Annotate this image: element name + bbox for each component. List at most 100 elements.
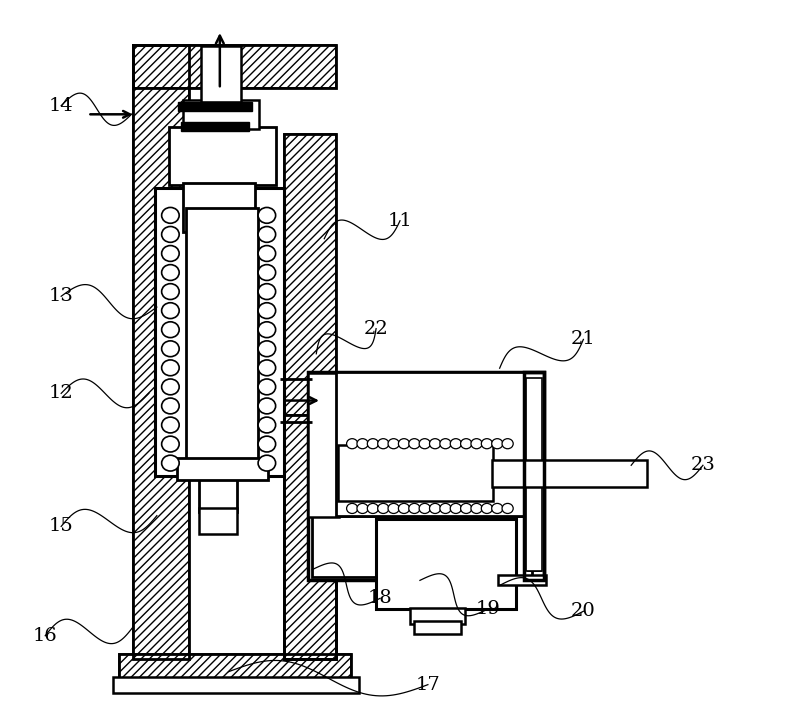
Circle shape (440, 503, 451, 513)
Bar (201, 46, 241, 102)
Bar (376, 519, 515, 609)
Text: 14: 14 (49, 97, 74, 115)
Bar (309, 374, 338, 516)
Bar (178, 102, 252, 110)
Bar (312, 516, 531, 577)
Circle shape (162, 360, 179, 375)
Circle shape (388, 439, 399, 449)
Circle shape (162, 455, 179, 471)
Circle shape (162, 322, 179, 338)
Bar (336, 372, 523, 516)
Bar (524, 372, 544, 580)
Circle shape (258, 227, 276, 243)
Circle shape (440, 439, 451, 449)
Circle shape (461, 503, 472, 513)
Circle shape (471, 503, 482, 513)
Bar (186, 208, 258, 463)
Circle shape (409, 439, 420, 449)
Bar (177, 458, 269, 479)
Circle shape (162, 227, 179, 243)
Circle shape (419, 439, 430, 449)
Bar (181, 122, 250, 131)
Circle shape (450, 503, 462, 513)
Text: 22: 22 (364, 320, 389, 338)
Bar (308, 373, 338, 517)
Text: 23: 23 (690, 456, 715, 474)
Bar (312, 516, 531, 577)
Text: 15: 15 (49, 518, 74, 536)
Circle shape (162, 436, 179, 452)
Circle shape (367, 439, 378, 449)
Circle shape (258, 379, 276, 395)
Circle shape (162, 284, 179, 300)
Bar (155, 188, 285, 476)
Bar (410, 608, 466, 624)
Text: 20: 20 (571, 602, 596, 620)
Circle shape (482, 439, 493, 449)
Bar (113, 677, 358, 693)
Circle shape (346, 503, 358, 513)
Circle shape (162, 341, 179, 357)
Circle shape (388, 503, 399, 513)
Circle shape (502, 503, 514, 513)
Bar (527, 379, 540, 570)
Circle shape (162, 417, 179, 433)
Bar (309, 374, 338, 516)
Bar (285, 415, 336, 659)
Bar (312, 379, 531, 437)
Circle shape (258, 245, 276, 261)
Circle shape (258, 398, 276, 414)
Bar (526, 378, 542, 571)
Bar (285, 415, 336, 659)
Bar (133, 45, 336, 87)
Bar (498, 575, 546, 586)
Bar (199, 508, 238, 534)
Circle shape (398, 503, 410, 513)
Bar (285, 134, 336, 659)
Circle shape (378, 503, 389, 513)
Bar (133, 45, 336, 87)
Circle shape (162, 265, 179, 280)
Circle shape (258, 265, 276, 280)
Bar (169, 127, 277, 185)
Bar (133, 45, 189, 659)
Circle shape (378, 439, 389, 449)
Bar (183, 183, 255, 232)
Circle shape (258, 360, 276, 375)
Circle shape (346, 439, 358, 449)
Text: 17: 17 (415, 676, 440, 694)
Circle shape (162, 245, 179, 261)
Bar (378, 521, 514, 608)
Bar (285, 134, 336, 659)
Circle shape (461, 439, 472, 449)
Circle shape (419, 503, 430, 513)
Circle shape (357, 439, 368, 449)
Circle shape (367, 503, 378, 513)
Bar (338, 445, 494, 501)
Circle shape (357, 503, 368, 513)
Text: 11: 11 (388, 212, 412, 230)
Text: 19: 19 (475, 600, 500, 618)
Circle shape (430, 439, 441, 449)
Circle shape (258, 455, 276, 471)
Circle shape (430, 503, 441, 513)
Circle shape (258, 341, 276, 357)
Text: 18: 18 (368, 589, 393, 607)
Text: 13: 13 (49, 287, 74, 305)
Circle shape (162, 398, 179, 414)
Circle shape (258, 417, 276, 433)
Circle shape (398, 439, 410, 449)
Circle shape (492, 439, 503, 449)
Circle shape (258, 284, 276, 300)
Circle shape (162, 303, 179, 318)
Bar (527, 379, 540, 570)
Circle shape (258, 207, 276, 223)
Bar (119, 653, 350, 679)
Text: 21: 21 (571, 331, 596, 349)
Circle shape (258, 303, 276, 318)
Circle shape (471, 439, 482, 449)
Bar (199, 225, 238, 512)
Circle shape (409, 503, 420, 513)
Bar (378, 521, 514, 608)
Bar (119, 653, 350, 679)
